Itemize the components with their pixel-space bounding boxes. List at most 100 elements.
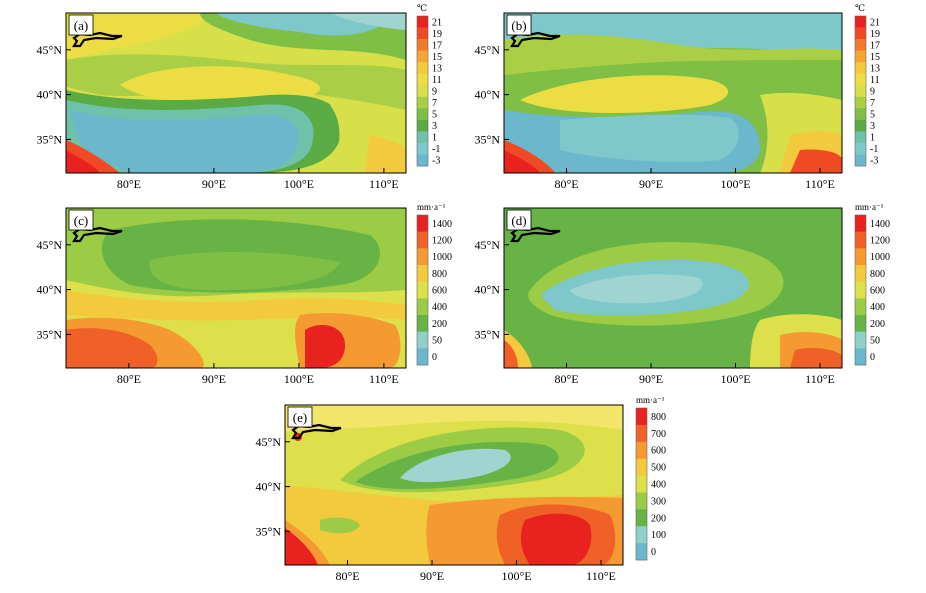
colorbar-swatch [636,492,647,510]
colorbar-swatch [636,526,647,544]
lon-tick-label: 110°E [369,372,399,386]
colorbar-unit: mm·a⁻¹ [417,202,446,212]
colorbar-swatch [417,131,428,144]
colorbar-swatch [417,298,428,316]
lat-tick-label: 40°N [37,283,63,297]
colorbar-swatch [855,231,866,249]
colorbar-label: 300 [651,496,666,507]
colorbar-frame [854,214,867,366]
map-field-c [66,208,406,368]
colorbar-label: 1400 [432,219,452,230]
lon-tick-label: 110°E [805,177,835,191]
lat-tick-label: 45°N [475,43,501,57]
colorbar-label: 700 [651,429,666,440]
colorbar-swatch [417,248,428,266]
panel-label-box-e [287,406,313,428]
colorbar-swatch [417,331,428,349]
colorbar-swatch [855,27,866,40]
colorbar-swatch [855,119,866,132]
colorbar-label: -3 [870,156,878,167]
panel-label-box-b [506,14,532,36]
colorbar-swatch [417,73,428,86]
colorbar-label: 1 [870,133,875,144]
colorbar-label: 200 [432,319,447,330]
colorbar-unit: mm·a⁻¹ [855,202,884,212]
map-field-a [66,13,406,173]
colorbar-swatch [636,475,647,493]
colorbar-label: 13 [432,63,442,74]
map-frame-a [65,12,407,174]
panel-label-box-a [68,14,94,36]
colorbar-label: 1 [432,133,437,144]
panel-label-box-c [68,209,94,231]
colorbar-e: mm·a⁻¹ 800 700 600 500 400 300 200 100 0 [635,395,666,561]
colorbar-swatch [855,108,866,121]
lat-tick-label: 35°N [475,132,501,146]
panel-b: (b) [503,12,843,174]
colorbar-label: 800 [870,269,885,280]
colorbar-label: 11 [870,75,880,86]
colorbar-label: 13 [870,63,880,74]
colorbar-label: 600 [432,286,447,297]
colorbar-label: 1000 [870,252,890,263]
colorbar-label: 200 [651,513,666,524]
lat-tick-label: 45°N [37,238,63,252]
colorbar-swatch [855,16,866,28]
lat-tick-label: 40°N [256,480,282,494]
map-field-b [504,13,842,173]
lon-tick-label: 90°E [202,177,226,191]
colorbar-swatch [855,348,866,366]
colorbar-swatch [855,85,866,98]
colorbar-frame [416,15,429,167]
colorbar-label: 5 [432,110,437,121]
lat-tick-label: 35°N [475,327,501,341]
lon-tick-label: 80°E [117,372,141,386]
colorbar-swatch [855,39,866,51]
colorbar-swatch [855,215,866,232]
map-field-d [504,208,842,368]
map-frame-c [65,207,407,369]
colorbar-label: 0 [870,352,875,363]
colorbar-swatch [417,16,428,28]
colorbar-label: 9 [432,87,437,98]
panel-a: (a) [65,12,407,174]
colorbar-label: 19 [870,29,880,40]
map-field-e [285,405,623,565]
colorbar-swatch [636,441,647,459]
colorbar-label: 7 [870,98,875,109]
colorbar-label: 800 [651,412,666,423]
lon-tick-label: 100°E [284,177,314,191]
colorbar-label: 21 [870,17,880,28]
colorbar-swatch [417,281,428,299]
colorbar-label: 9 [870,87,875,98]
colorbar-swatch [855,281,866,299]
colorbar-label: 0 [432,352,437,363]
colorbar-swatch [417,85,428,98]
lat-tick-label: 45°N [37,43,63,57]
colorbar-swatch [855,298,866,316]
lon-tick-label: 100°E [501,569,531,583]
lat-tick-label: 40°N [475,88,501,102]
lon-tick-label: 80°E [335,569,359,583]
lat-tick-label: 35°N [256,524,282,538]
panel-c: (c) [65,207,407,369]
lon-tick-label: 110°E [586,569,616,583]
colorbar-swatch [855,154,866,167]
colorbar-swatch [855,131,866,144]
map-frame-d [503,207,843,369]
lon-tick-label: 90°E [420,569,444,583]
colorbar-swatch [636,509,647,527]
lon-tick-label: 100°E [284,372,314,386]
colorbar-swatch [417,142,428,155]
colorbar-label: 100 [651,530,666,541]
colorbar-unit: mm·a⁻¹ [636,395,665,405]
colorbar-swatch [417,315,428,332]
colorbar-label: 1200 [870,236,890,247]
lon-tick-label: 80°E [554,372,578,386]
colorbar-label: 400 [870,302,885,313]
colorbar-swatch [855,73,866,86]
colorbar-label: 400 [651,480,666,491]
colorbar-swatch [636,424,647,443]
